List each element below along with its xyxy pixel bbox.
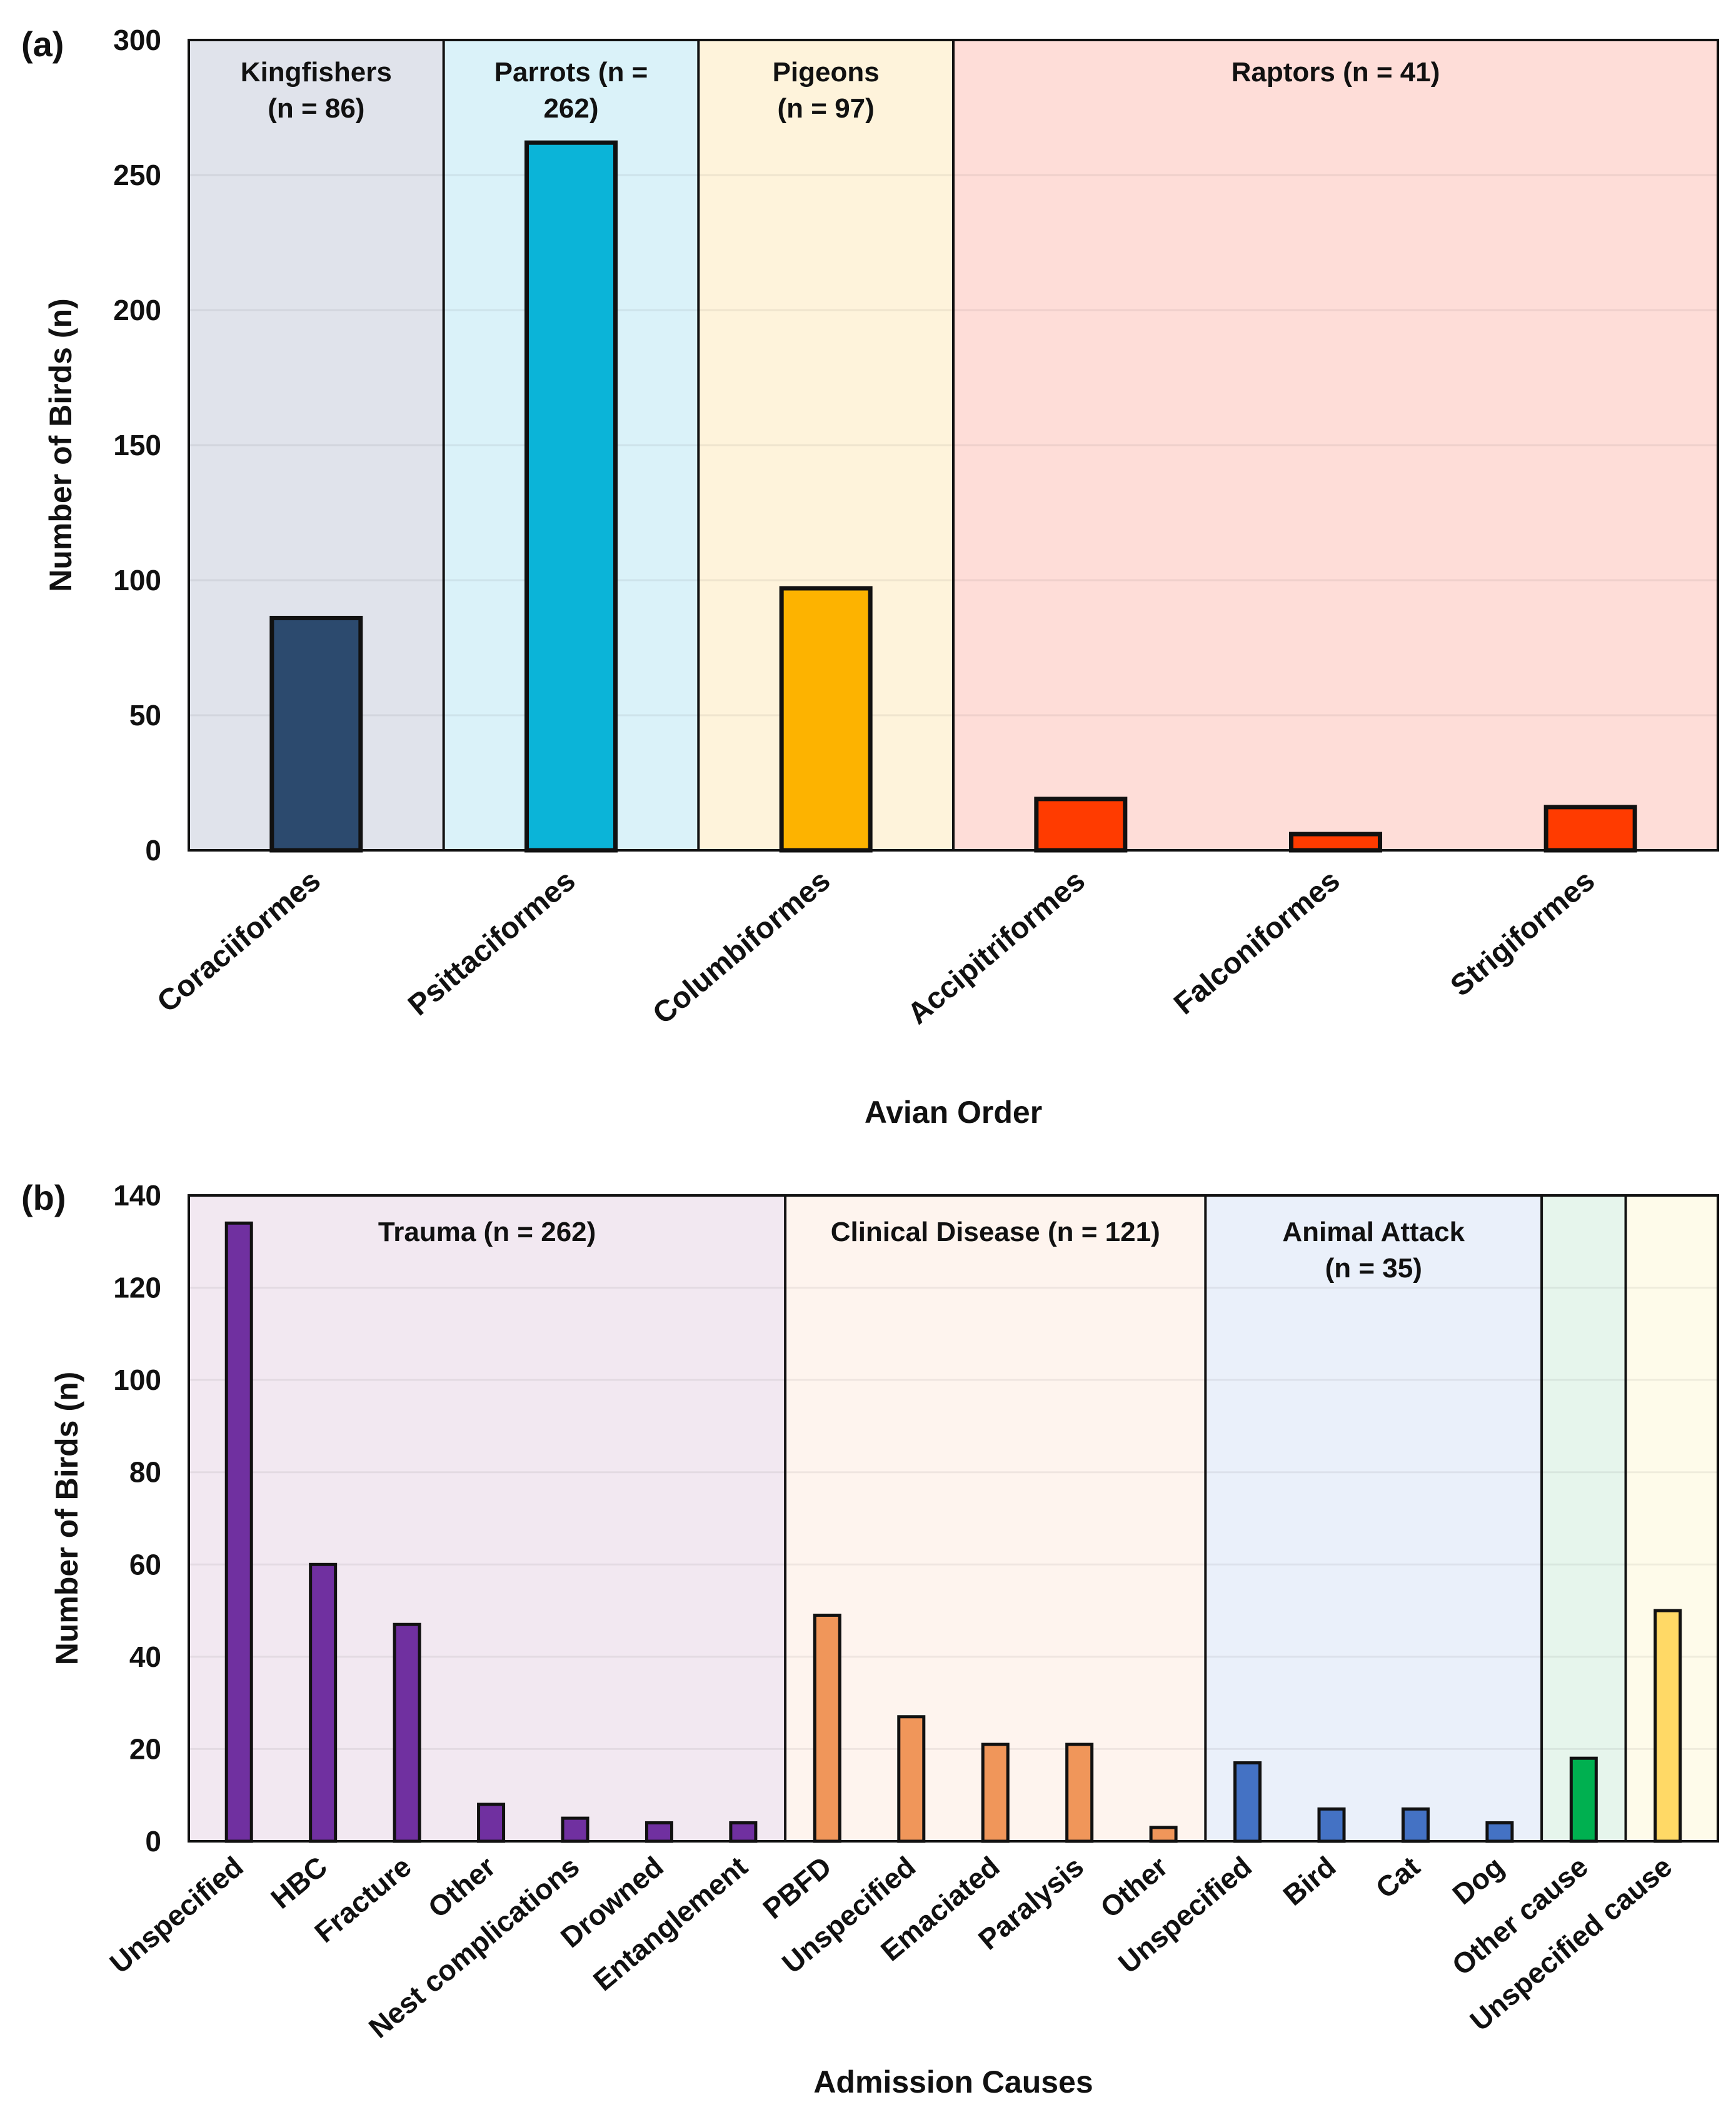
bar-1 xyxy=(524,140,618,853)
panel-label: (b) xyxy=(21,1178,66,1217)
x-tick-label: Coraciiformes xyxy=(151,864,327,1019)
x-tick-label: HBC xyxy=(264,1850,333,1915)
group-band-2 xyxy=(1205,1195,1542,1841)
group-band-3 xyxy=(953,40,1718,850)
plot-frame xyxy=(188,1194,1719,1843)
y-tick-label: 200 xyxy=(113,294,161,326)
bar-0 xyxy=(269,615,363,853)
bar-8 xyxy=(897,1715,926,1843)
bar-16 xyxy=(1569,1756,1598,1843)
y-axis-title: Number of Birds (n) xyxy=(49,1372,84,1665)
bar-13 xyxy=(1317,1807,1346,1843)
bar-11 xyxy=(1149,1826,1178,1843)
x-tick-label: Dog xyxy=(1446,1850,1510,1911)
group-label: (n = 35) xyxy=(1325,1253,1422,1284)
group-label: Kingfishers xyxy=(241,57,392,88)
y-tick-label: 50 xyxy=(129,699,161,732)
x-tick-label: Bird xyxy=(1277,1850,1342,1912)
group-band-1 xyxy=(785,1195,1206,1841)
bar-3 xyxy=(477,1803,506,1843)
y-tick-label: 300 xyxy=(113,24,161,56)
bar-0 xyxy=(224,1221,253,1843)
group-band-0 xyxy=(189,1195,786,1841)
x-tick-label: Unspecified xyxy=(103,1850,249,1979)
bar-4 xyxy=(1289,832,1382,853)
y-tick-label: 0 xyxy=(145,834,161,867)
y-tick-label: 0 xyxy=(145,1825,161,1858)
group-label: (n = 97) xyxy=(778,93,875,124)
bar-9 xyxy=(981,1742,1010,1843)
x-tick-label: Psittaciformes xyxy=(402,864,581,1022)
bar-3 xyxy=(1034,797,1128,853)
bar-2 xyxy=(393,1622,421,1843)
bar-14 xyxy=(1401,1807,1430,1843)
y-tick-label: 250 xyxy=(113,159,161,191)
y-tick-label: 150 xyxy=(113,429,161,461)
bar-6 xyxy=(729,1821,758,1843)
y-tick-label: 20 xyxy=(129,1732,161,1765)
bar-2 xyxy=(779,586,873,853)
x-tick-label: Strigiformes xyxy=(1445,864,1602,1003)
bar-5 xyxy=(1543,805,1637,853)
x-tick-label: Cat xyxy=(1370,1850,1426,1904)
x-tick-label: Falconiformes xyxy=(1168,864,1346,1021)
y-tick-label: 60 xyxy=(129,1548,161,1581)
y-tick-label: 140 xyxy=(113,1179,161,1212)
x-tick-label: Accipitriformes xyxy=(901,864,1091,1031)
group-band-3 xyxy=(1542,1195,1626,1841)
y-tick-label: 80 xyxy=(129,1456,161,1489)
group-label: 262) xyxy=(543,93,598,124)
bar-15 xyxy=(1485,1821,1514,1843)
x-axis-title: Admission Causes xyxy=(813,2064,1093,2099)
group-label: Raptors (n = 41) xyxy=(1232,57,1440,88)
y-tick-label: 120 xyxy=(113,1272,161,1304)
bar-1 xyxy=(309,1562,338,1843)
y-tick-label: 40 xyxy=(129,1641,161,1673)
group-label: Animal Attack xyxy=(1282,1217,1465,1247)
panel-label: (a) xyxy=(21,24,64,64)
bar-17 xyxy=(1653,1609,1682,1843)
group-label: Trauma (n = 262) xyxy=(378,1217,596,1247)
group-label: (n = 86) xyxy=(268,93,364,124)
x-tick-label: Entanglement xyxy=(587,1850,753,1997)
y-tick-label: 100 xyxy=(113,1364,161,1396)
bar-10 xyxy=(1065,1742,1094,1843)
y-tick-label: 100 xyxy=(113,564,161,596)
group-label: Clinical Disease (n = 121) xyxy=(831,1217,1160,1247)
plot-frame xyxy=(188,39,1719,852)
bar-7 xyxy=(813,1613,841,1843)
x-axis-title: Avian Order xyxy=(865,1095,1042,1130)
bar-4 xyxy=(561,1816,590,1843)
group-label: Pigeons xyxy=(773,57,880,88)
x-tick-label: Columbiformes xyxy=(646,864,836,1031)
group-label: Parrots (n = xyxy=(494,57,648,88)
y-axis-title: Number of Birds (n) xyxy=(43,298,78,591)
bar-12 xyxy=(1233,1761,1262,1843)
bar-5 xyxy=(645,1821,673,1843)
